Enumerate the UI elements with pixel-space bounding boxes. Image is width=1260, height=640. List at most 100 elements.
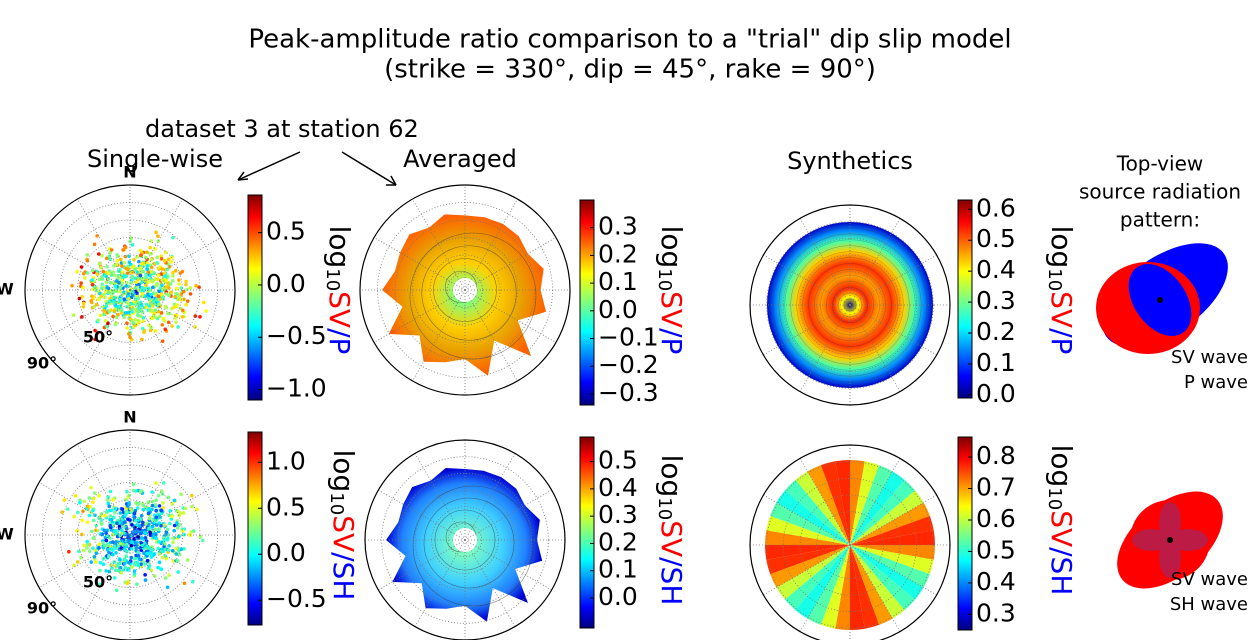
scatter-dot (143, 573, 147, 577)
scatter-dot (147, 526, 151, 531)
scatter-dot (89, 485, 93, 490)
scatter-dot (143, 535, 148, 540)
polar-grid (381, 456, 549, 624)
scatter-dot (132, 569, 137, 574)
scatter-dot (173, 313, 178, 318)
scatter-dot (140, 337, 144, 342)
scatter-dot (103, 543, 107, 548)
polar-grid (129, 482, 222, 536)
scatter-dot (127, 297, 131, 301)
scatter-dot (92, 491, 97, 495)
scatter-dot (81, 548, 86, 553)
scatter-dot (104, 304, 108, 308)
scatter-dot (82, 499, 87, 504)
contour (784, 239, 916, 371)
scatter-dot (108, 514, 113, 518)
colorbar-tick-label: 0.5 (976, 224, 1016, 253)
scatter-dot (159, 540, 164, 545)
scatter-dot (185, 558, 190, 562)
scatter-dot (141, 288, 146, 293)
ratio-den: /SH (1045, 547, 1078, 595)
scatter-dot (129, 295, 134, 300)
scatter-dot (124, 554, 129, 559)
scatter-dot (115, 259, 120, 263)
scatter-dot (72, 514, 77, 519)
scatter-dot (157, 504, 162, 508)
colorbar (579, 436, 595, 629)
scatter-dot (167, 544, 171, 548)
scatter-dot (154, 498, 159, 502)
scatter-dot (150, 499, 155, 504)
scatter-dot (152, 261, 157, 266)
ratio-label: log10SV/P (654, 226, 688, 355)
scatter-dot (133, 307, 138, 312)
scatter-dot (89, 299, 94, 303)
scatter-dot (143, 578, 148, 582)
scatter-dot (123, 520, 127, 524)
scatter-dot (168, 509, 173, 513)
synthetic-wedge (850, 545, 880, 629)
scatter-dot (171, 270, 175, 275)
polar-frame (24, 429, 236, 640)
colorbar-tick-label: 0.5 (266, 217, 306, 246)
scatter-dot (118, 511, 123, 515)
scatter-dot (92, 536, 96, 541)
contour (832, 287, 868, 323)
contour (444, 270, 478, 304)
contour (808, 263, 892, 347)
scatter-dot (165, 267, 170, 272)
scatter-dot (77, 549, 81, 554)
scatter-dot (173, 295, 177, 299)
scatter-dot (122, 274, 127, 279)
scatter-dot (108, 489, 113, 494)
scatter-dot (136, 501, 141, 506)
polar-grid (412, 237, 518, 343)
contour (796, 251, 904, 359)
scatter-dot (123, 565, 127, 570)
scatter-dot (114, 551, 118, 555)
scatter-dot (113, 284, 118, 289)
scatter-dot (184, 279, 188, 284)
colorbar (957, 436, 973, 631)
scatter-dot (191, 529, 196, 533)
scatter-dot (149, 252, 153, 256)
scatter-dot (97, 494, 101, 498)
scatter-dot (167, 573, 171, 577)
scatter-dot (85, 520, 90, 524)
scatter-dot (180, 315, 185, 319)
scatter-dot (129, 507, 133, 511)
scatter-dot (160, 267, 165, 271)
colorbar-tick-label: −0.1 (598, 323, 659, 352)
colorbar (957, 199, 973, 399)
scatter-dot (101, 562, 106, 567)
polar-grid (412, 289, 466, 382)
scatter-dot (139, 489, 143, 493)
scatter-dot (85, 253, 89, 257)
radiation-header: Top-view (1116, 152, 1203, 176)
polar-label: 90° (27, 599, 57, 618)
scatter-dot (114, 588, 119, 593)
scatter-dot (174, 286, 179, 291)
scatter-dot (182, 532, 187, 537)
scatter-dot (179, 492, 183, 497)
scatter-dot (143, 294, 148, 298)
scatter-dot (143, 562, 147, 566)
scatter-dot (127, 493, 131, 498)
scatter-dot (98, 560, 103, 565)
scatter-dot (130, 319, 134, 324)
scatter-dot (177, 513, 181, 518)
scatter-dot (185, 287, 189, 292)
scatter-dot (139, 314, 143, 318)
scatter-dot (106, 277, 111, 281)
colorbar (247, 194, 263, 401)
scatter-dot (81, 305, 86, 309)
polar-label: 90° (27, 354, 57, 373)
scatter-dot (155, 261, 160, 265)
scatter-dot (144, 250, 149, 255)
ratio-num: SV (327, 515, 360, 552)
scatter-dot (135, 560, 140, 565)
scatter-dot (156, 234, 160, 239)
scatter-dot (173, 316, 178, 320)
scatter-dot (190, 504, 194, 509)
scatter-dot (148, 245, 153, 250)
